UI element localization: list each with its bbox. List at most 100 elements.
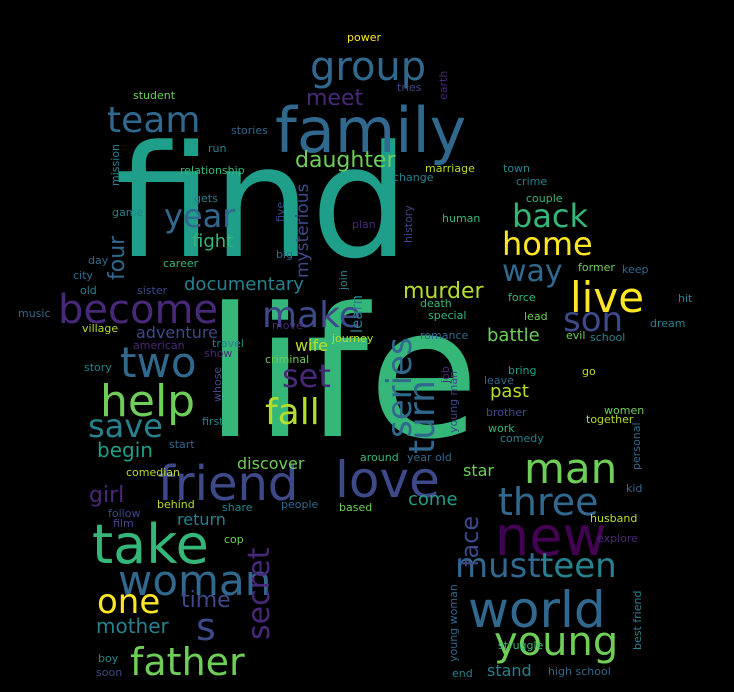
word-take: take [92,513,209,576]
word-force: force [508,291,536,304]
word-career: career [163,257,199,270]
word-former: former [578,261,615,274]
word-leave: leave [484,374,514,387]
word-return: return [177,510,226,529]
word-girl: girl [89,483,125,508]
word-gets: gets [194,192,218,205]
word-share: share [222,501,253,514]
word-around: around [360,451,399,464]
word-romance: romance [420,329,469,342]
word-lead: lead [524,310,548,323]
word-young: young [494,619,619,665]
word-comedian: comedian [126,466,181,479]
word-city: city [73,269,93,282]
word-music: music [18,307,51,320]
word-love: love [335,451,440,509]
word-set: set [282,357,331,395]
word-go: go [582,365,596,378]
word-end: end [452,667,473,680]
word-save: save [88,407,163,445]
word-find: find [115,112,410,293]
word-past: past [490,381,529,402]
word-crime: crime [516,175,548,188]
word-life: life [205,270,480,479]
word-hit: hit [678,292,693,305]
word-comedy: comedy [500,432,544,445]
word-young-woman: young woman [447,584,460,662]
word-group: group [310,44,427,90]
word-show: show [204,347,233,360]
word-stories: stories [231,124,268,137]
word-new: new [495,505,607,568]
word-death: death [420,297,452,310]
word-marriage: marriage [425,162,475,175]
word-work: work [488,422,515,435]
word-woman: woman [118,556,272,605]
word-face: face [456,515,484,567]
word-brother: brother [486,406,527,419]
word-must: must [455,546,541,586]
word-sister: sister [137,284,168,297]
word-cop: cop [224,533,244,546]
word-evil: evil [566,329,586,342]
word-best-friend: best friend [631,590,644,650]
word-big: big [276,248,294,261]
word-dream: dream [650,317,686,330]
word-young-man: young man [447,370,460,433]
word-discover: discover [237,454,305,473]
word-year: year [164,197,236,235]
word-man: man [524,444,618,493]
word-women: women [604,404,645,417]
word-come: come [408,489,458,510]
word-wife: wife [295,336,329,355]
word-soon: soon [96,666,123,679]
word-start: start [169,438,195,451]
word-criminal: criminal [265,353,310,366]
word-help: help [100,376,196,427]
word-old: old [80,284,97,297]
word-star: star [463,461,494,480]
word-village: village [82,322,119,335]
word-bring: bring [508,364,537,377]
word-game: game [112,206,144,219]
word-personal: personal [630,422,643,470]
word-power: power [347,31,381,44]
word-daughter: daughter [295,148,396,173]
word-run: run [208,142,227,155]
word-school: school [590,331,626,344]
word-husband: husband [590,512,638,525]
word-student: student [133,89,176,102]
word-change: change [393,171,434,184]
word-make: make [262,295,361,336]
word-s: s [196,605,216,649]
word-adventure: adventure [136,323,218,342]
word-special: special [428,309,467,322]
word-world: world [468,581,606,639]
word-story: story [84,361,112,374]
word-american: american [133,339,185,352]
word-begin: begin [97,438,153,462]
word-secret: secret [242,547,277,640]
word-journey: journey [332,332,374,345]
word-father: father [130,640,245,684]
word-three: three [498,480,599,524]
word-home: home [502,225,593,263]
word-based: based [339,501,373,514]
word-keep: keep [622,263,649,276]
word-struggle: struggle [498,639,544,652]
word-back: back [512,197,589,235]
word-together: together [586,413,634,426]
word-couple: couple [526,192,563,205]
word-explore: explore [597,532,638,545]
word-people: people [281,498,319,511]
word-four: four [105,235,130,280]
word-turn: turn [402,380,443,454]
word-live: live [570,273,645,322]
word-way: way [502,254,563,289]
word-fall: fall [265,392,320,433]
word-become: become [58,287,219,333]
word-family: family [275,94,467,167]
word-move: move [272,319,303,332]
word-documentary: documentary [184,274,304,295]
word-friend: friend [158,456,299,512]
